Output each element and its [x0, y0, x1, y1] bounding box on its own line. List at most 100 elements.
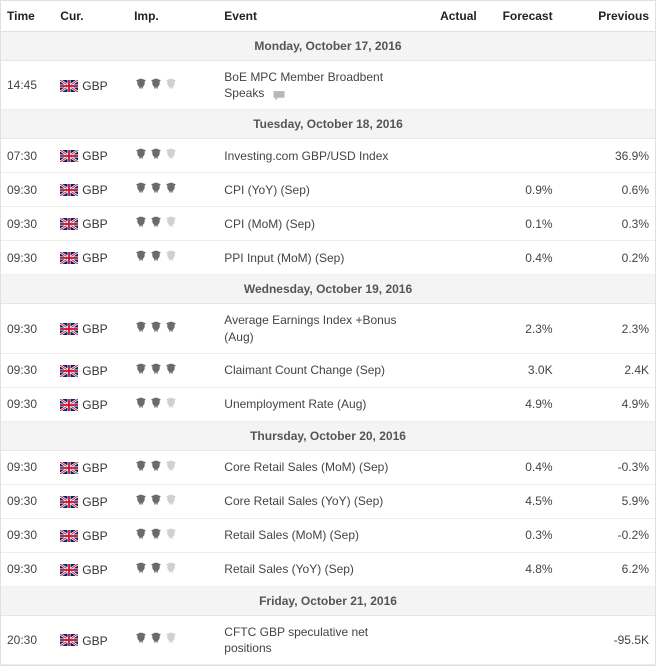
- cell-event[interactable]: Core Retail Sales (YoY) (Sep): [218, 484, 423, 518]
- cell-event[interactable]: BoE MPC Member Broadbent Speaks: [218, 61, 423, 110]
- currency-code: GBP: [82, 217, 107, 231]
- table-row[interactable]: 09:30 GBPRetail Sales (YoY) (Sep)4.8%6.2…: [1, 552, 655, 586]
- col-header-previous[interactable]: Previous: [559, 1, 655, 32]
- cell-previous: -0.3%: [559, 450, 655, 484]
- cell-actual: [423, 241, 482, 275]
- cell-forecast: 2.3%: [483, 304, 559, 353]
- event-name: CPI (YoY) (Sep): [224, 183, 310, 197]
- cell-previous: 0.2%: [559, 241, 655, 275]
- cell-event[interactable]: CPI (YoY) (Sep): [218, 173, 423, 207]
- bull-icon: [134, 527, 148, 541]
- bull-icon: [164, 527, 178, 541]
- cell-time: 09:30: [1, 450, 54, 484]
- cell-time: 09:30: [1, 518, 54, 552]
- currency-code: GBP: [82, 529, 107, 543]
- flag-gb-icon: [60, 462, 78, 474]
- cell-actual: [423, 353, 482, 387]
- table-row[interactable]: 09:30 GBPUnemployment Rate (Aug)4.9%4.9%: [1, 387, 655, 421]
- cell-actual: [423, 61, 482, 110]
- cell-time: 09:30: [1, 484, 54, 518]
- cell-actual: [423, 552, 482, 586]
- bull-icon: [149, 215, 163, 229]
- cell-currency: GBP: [54, 61, 128, 110]
- cell-time: 09:30: [1, 552, 54, 586]
- cell-forecast: 4.9%: [483, 387, 559, 421]
- cell-event[interactable]: Claimant Count Change (Sep): [218, 353, 423, 387]
- flag-gb-icon: [60, 323, 78, 335]
- table-row[interactable]: 09:30 GBPCPI (MoM) (Sep)0.1%0.3%: [1, 207, 655, 241]
- bull-icon: [134, 493, 148, 507]
- col-header-imp[interactable]: Imp.: [128, 1, 218, 32]
- cell-forecast: 0.4%: [483, 241, 559, 275]
- bull-icon: [134, 459, 148, 473]
- event-name: CPI (MoM) (Sep): [224, 217, 315, 231]
- bull-icon: [149, 493, 163, 507]
- cell-currency: GBP: [54, 173, 128, 207]
- cell-event[interactable]: Retail Sales (YoY) (Sep): [218, 552, 423, 586]
- day-header-label: Friday, October 21, 2016: [1, 586, 655, 615]
- importance-bulls: [134, 249, 178, 263]
- cell-currency: GBP: [54, 484, 128, 518]
- bull-icon: [134, 77, 148, 91]
- currency-code: GBP: [82, 633, 107, 647]
- cell-actual: [423, 139, 482, 173]
- table-row[interactable]: 14:45 GBP BoE MPC Member Broadbent Speaks: [1, 61, 655, 110]
- bull-icon: [164, 396, 178, 410]
- col-header-actual[interactable]: Actual: [423, 1, 482, 32]
- cell-previous: -0.2%: [559, 518, 655, 552]
- importance-bulls: [134, 362, 178, 376]
- flag-gb-icon: [60, 530, 78, 542]
- bull-icon: [149, 527, 163, 541]
- event-name: Unemployment Rate (Aug): [224, 397, 366, 411]
- event-name: PPI Input (MoM) (Sep): [224, 251, 344, 265]
- table-row[interactable]: 07:30 GBPInvesting.com GBP/USD Index36.9…: [1, 139, 655, 173]
- currency-code: GBP: [82, 183, 107, 197]
- currency-code: GBP: [82, 364, 107, 378]
- flag-gb-icon: [60, 399, 78, 411]
- cell-time: 07:30: [1, 139, 54, 173]
- bull-icon: [134, 362, 148, 376]
- cell-event[interactable]: CPI (MoM) (Sep): [218, 207, 423, 241]
- importance-bulls: [134, 396, 178, 410]
- table-row[interactable]: 09:30 GBPCore Retail Sales (MoM) (Sep)0.…: [1, 450, 655, 484]
- table-row[interactable]: 09:30 GBPClaimant Count Change (Sep)3.0K…: [1, 353, 655, 387]
- cell-event[interactable]: CFTC GBP speculative net positions: [218, 615, 423, 664]
- cell-event[interactable]: Investing.com GBP/USD Index: [218, 139, 423, 173]
- cell-event[interactable]: Unemployment Rate (Aug): [218, 387, 423, 421]
- bull-icon: [164, 493, 178, 507]
- currency-code: GBP: [82, 79, 107, 93]
- day-header: Thursday, October 20, 2016: [1, 421, 655, 450]
- bull-icon: [164, 215, 178, 229]
- cell-time: 14:45: [1, 61, 54, 110]
- table-row[interactable]: 09:30 GBPRetail Sales (MoM) (Sep)0.3%-0.…: [1, 518, 655, 552]
- table-row[interactable]: 09:30 GBPCPI (YoY) (Sep)0.9%0.6%: [1, 173, 655, 207]
- cell-event[interactable]: PPI Input (MoM) (Sep): [218, 241, 423, 275]
- table-row[interactable]: 20:30 GBPCFTC GBP speculative net positi…: [1, 615, 655, 664]
- cell-event[interactable]: Retail Sales (MoM) (Sep): [218, 518, 423, 552]
- flag-gb-icon: [60, 184, 78, 196]
- bull-icon: [164, 181, 178, 195]
- cell-importance: [128, 484, 218, 518]
- col-header-time[interactable]: Time: [1, 1, 54, 32]
- calendar-table: Time Cur. Imp. Event Actual Forecast Pre…: [1, 1, 655, 665]
- importance-bulls: [134, 320, 178, 334]
- cell-actual: [423, 615, 482, 664]
- cell-previous: 0.6%: [559, 173, 655, 207]
- table-row[interactable]: 09:30 GBPAverage Earnings Index +Bonus (…: [1, 304, 655, 353]
- col-header-forecast[interactable]: Forecast: [483, 1, 559, 32]
- day-header: Monday, October 17, 2016: [1, 32, 655, 61]
- cell-forecast: [483, 615, 559, 664]
- table-row[interactable]: 09:30 GBP Core Retail Sales (YoY) (Sep) 4.…: [1, 484, 655, 518]
- currency-code: GBP: [82, 398, 107, 412]
- col-header-event[interactable]: Event: [218, 1, 423, 32]
- cell-currency: GBP: [54, 139, 128, 173]
- cell-event[interactable]: Average Earnings Index +Bonus (Aug): [218, 304, 423, 353]
- event-name: Investing.com GBP/USD Index: [224, 149, 388, 163]
- bull-icon: [164, 147, 178, 161]
- table-row[interactable]: 09:30 GBPPPI Input (MoM) (Sep)0.4%0.2%: [1, 241, 655, 275]
- day-header-label: Wednesday, October 19, 2016: [1, 275, 655, 304]
- cell-event[interactable]: Core Retail Sales (MoM) (Sep): [218, 450, 423, 484]
- cell-forecast: 4.5%: [483, 484, 559, 518]
- bull-icon: [164, 561, 178, 575]
- col-header-cur[interactable]: Cur.: [54, 1, 128, 32]
